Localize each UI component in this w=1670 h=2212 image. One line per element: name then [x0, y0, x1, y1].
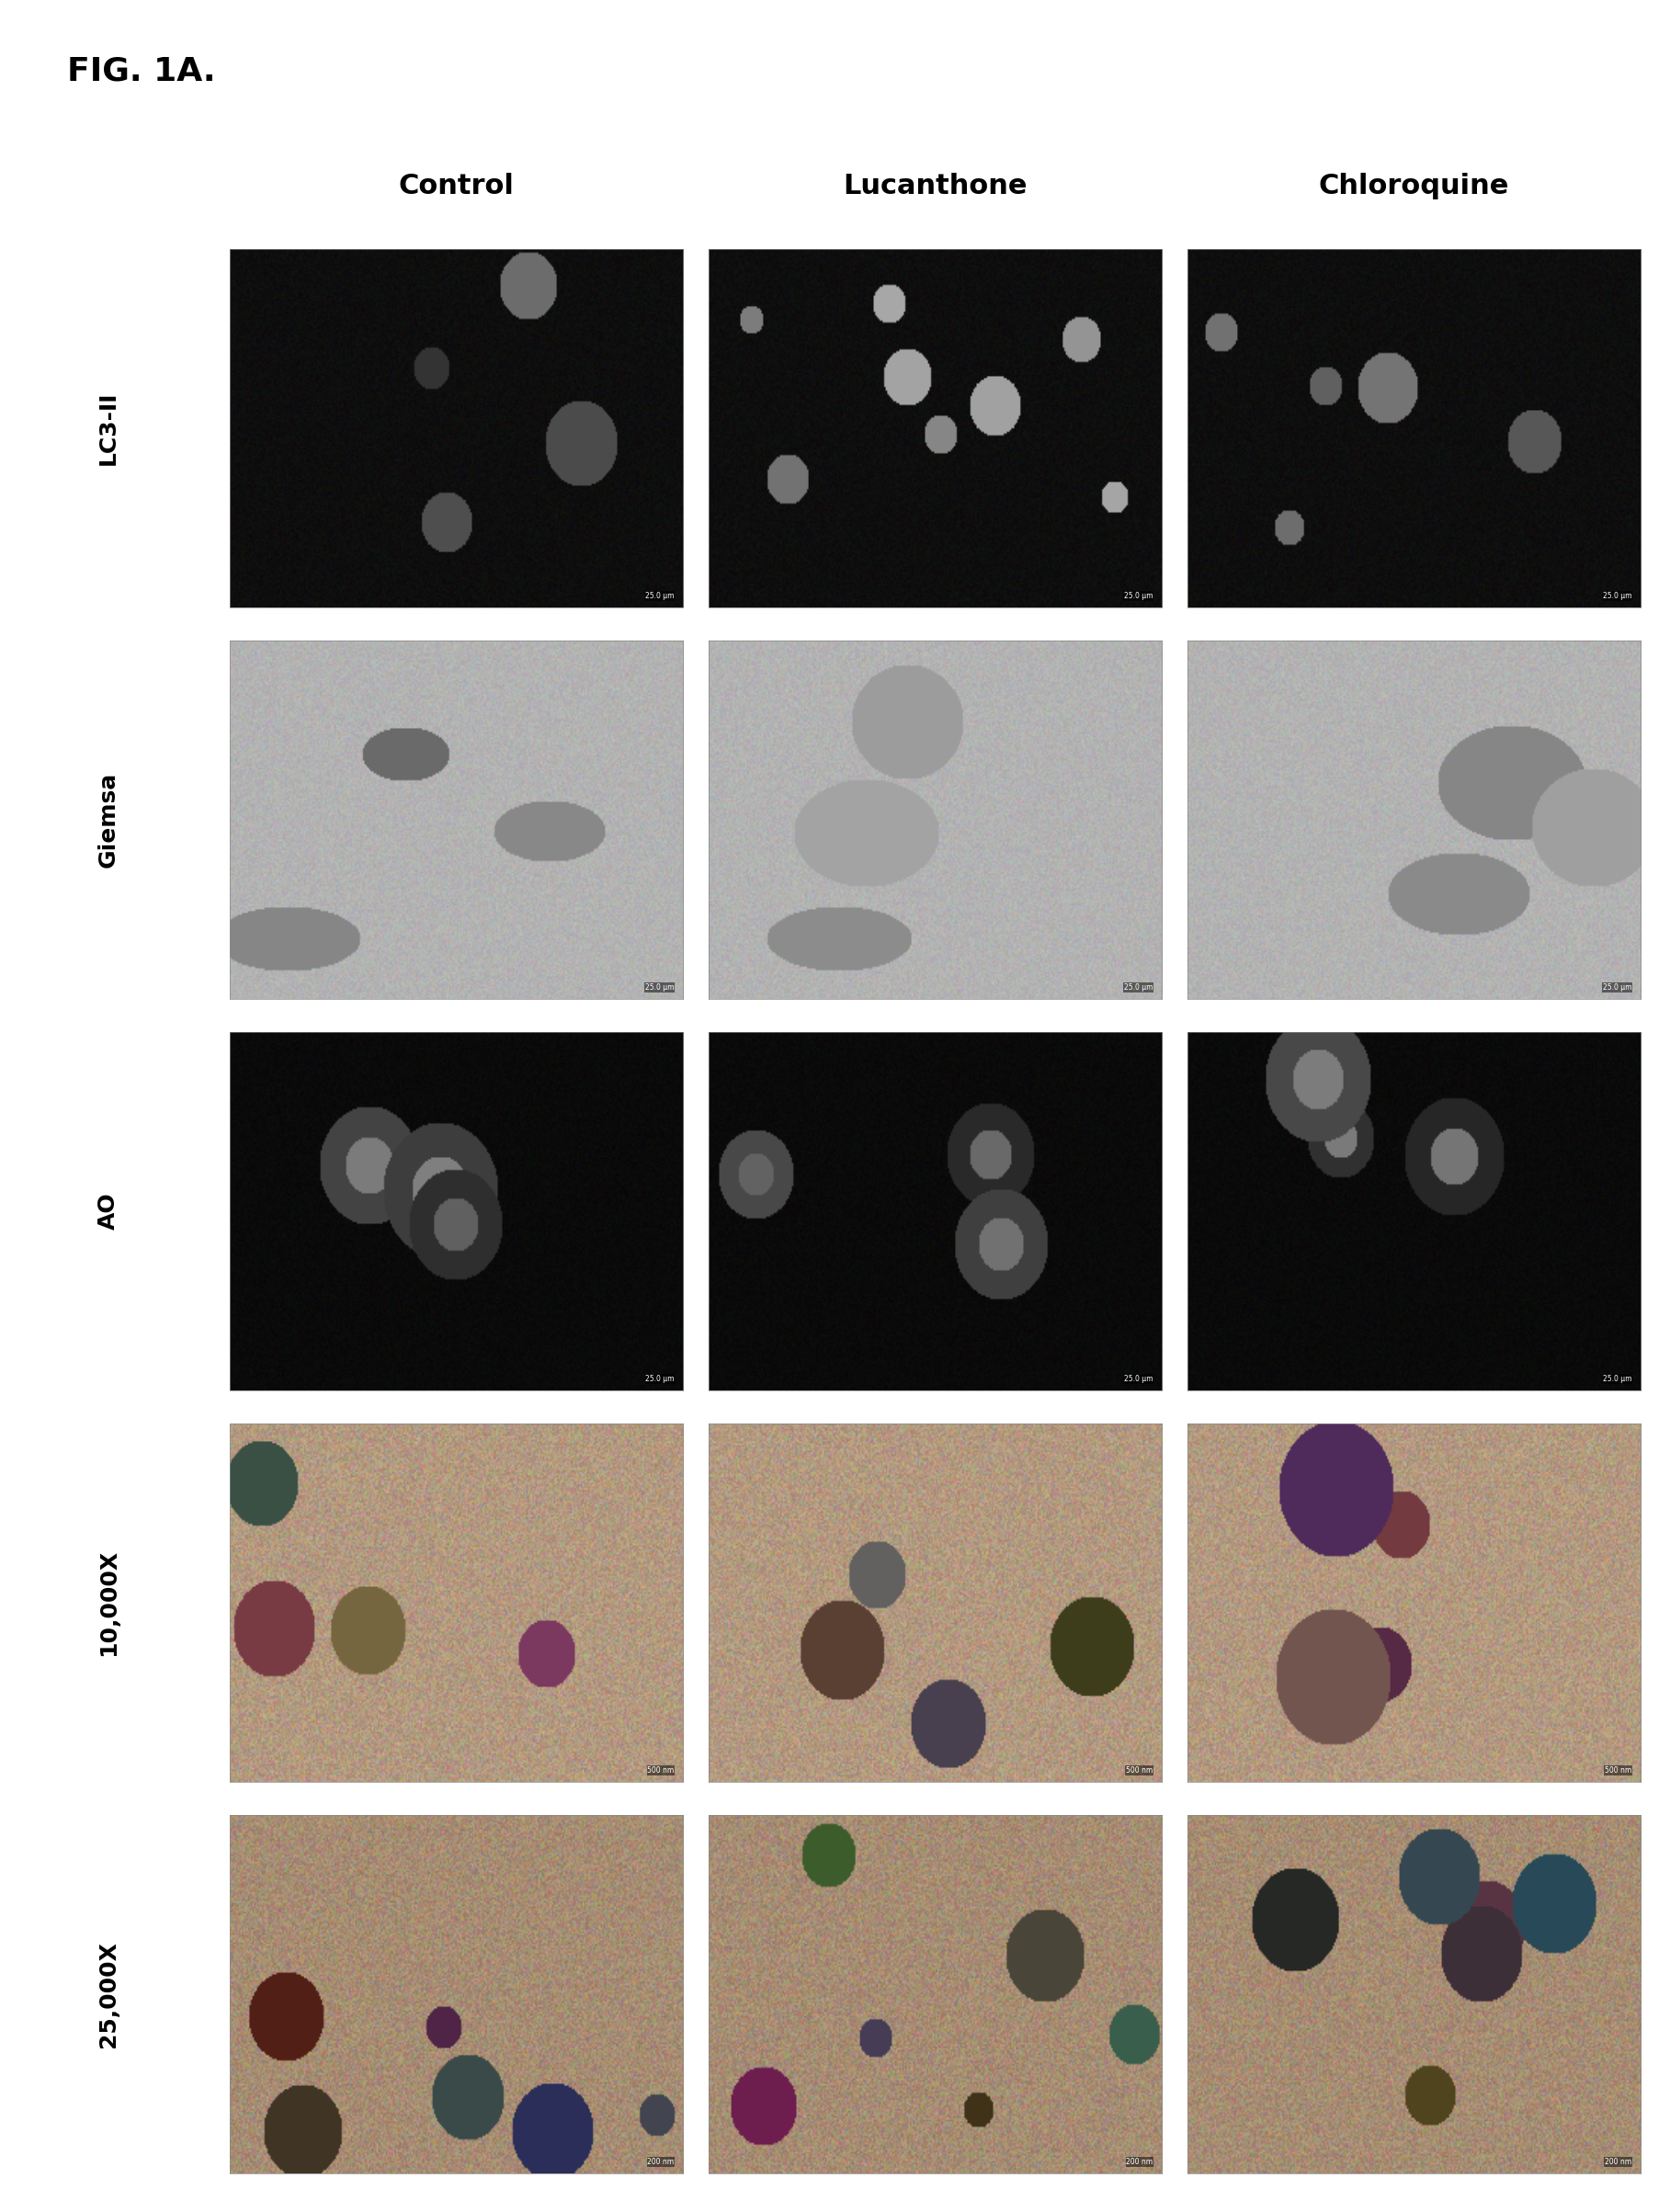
Text: 25.0 μm: 25.0 μm — [1603, 593, 1632, 599]
Text: 200 nm: 200 nm — [1126, 2159, 1152, 2166]
Text: 25.0 μm: 25.0 μm — [645, 593, 675, 599]
Text: FIG. 1A.: FIG. 1A. — [67, 55, 215, 86]
Text: 25.0 μm: 25.0 μm — [1124, 984, 1152, 991]
Text: LC3-II: LC3-II — [97, 392, 120, 465]
Text: 500 nm: 500 nm — [1605, 1767, 1632, 1774]
Text: 200 nm: 200 nm — [648, 2159, 675, 2166]
Text: 25,000X: 25,000X — [97, 1940, 120, 2048]
Text: 500 nm: 500 nm — [648, 1767, 675, 1774]
Text: 25.0 μm: 25.0 μm — [1124, 593, 1152, 599]
Text: AO: AO — [97, 1192, 120, 1230]
Text: Lucanthone: Lucanthone — [843, 173, 1027, 199]
Text: 25.0 μm: 25.0 μm — [1124, 1376, 1152, 1382]
Text: 25.0 μm: 25.0 μm — [1603, 1376, 1632, 1382]
Text: 25.0 μm: 25.0 μm — [645, 984, 675, 991]
Text: 10,000X: 10,000X — [97, 1548, 120, 1657]
Text: 200 nm: 200 nm — [1605, 2159, 1632, 2166]
Text: 25.0 μm: 25.0 μm — [1603, 984, 1632, 991]
Text: Chloroquine: Chloroquine — [1319, 173, 1510, 199]
Text: Giemsa: Giemsa — [97, 772, 120, 867]
Text: 500 nm: 500 nm — [1126, 1767, 1152, 1774]
Text: 25.0 μm: 25.0 μm — [645, 1376, 675, 1382]
Text: Control: Control — [399, 173, 514, 199]
